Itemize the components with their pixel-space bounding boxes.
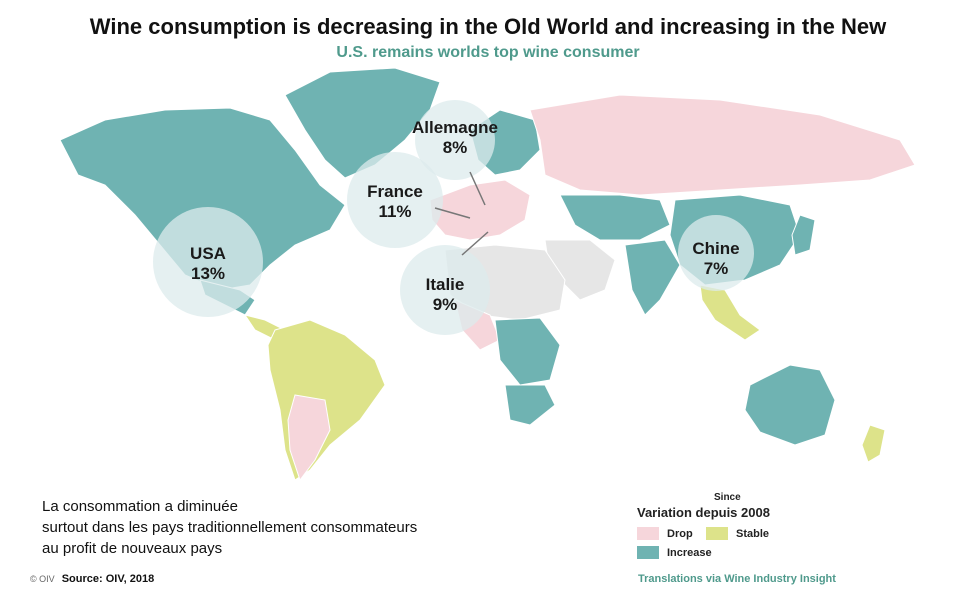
region-india bbox=[624, 239, 681, 316]
caption-line-1: La consommation a diminuée bbox=[42, 498, 238, 515]
legend-swatch-increase bbox=[637, 546, 659, 559]
bubble-country-usa: USA bbox=[190, 244, 226, 263]
region-russia bbox=[529, 94, 916, 196]
bubble-label-allemagne: Allemagne 8% bbox=[405, 118, 505, 158]
credit: Translations via Wine Industry Insight bbox=[638, 573, 836, 585]
bubble-italie bbox=[400, 245, 490, 335]
legend-item-stable: Stable bbox=[706, 527, 769, 540]
region-new-zealand bbox=[861, 424, 886, 463]
bubble-country-france: France bbox=[367, 182, 423, 201]
legend-since: Since bbox=[714, 492, 741, 503]
region-africa-south bbox=[504, 384, 556, 426]
legend-item-increase: Increase bbox=[637, 546, 712, 559]
bubble-country-italie: Italie bbox=[425, 275, 465, 294]
region-north-america bbox=[59, 107, 346, 291]
bubble-country-chine: Chine bbox=[692, 239, 740, 258]
legend-swatch-stable bbox=[706, 527, 728, 540]
copyright-mark: © OIV bbox=[30, 574, 55, 584]
legend-title: Variation depuis 2008 bbox=[637, 505, 770, 520]
leader-france bbox=[434, 207, 471, 219]
bubble-share-france: 11% bbox=[378, 202, 412, 221]
bubble-label-usa: USA 13% bbox=[178, 244, 238, 284]
region-central-asia bbox=[559, 194, 671, 241]
region-south-america bbox=[267, 319, 386, 481]
bubble-usa bbox=[153, 207, 263, 317]
caption-line-3: au profit de nouveaux pays bbox=[42, 540, 223, 557]
bubble-share-allemagne: 8% bbox=[442, 138, 468, 157]
bubble-share-chine: 7% bbox=[703, 259, 729, 278]
bubble-label-italie: Italie 9% bbox=[410, 275, 480, 315]
leader-italie bbox=[461, 231, 489, 256]
bubble-allemagne bbox=[415, 100, 495, 180]
leader-allemagne bbox=[469, 171, 486, 206]
region-southeast-asia bbox=[699, 284, 761, 341]
page-subtitle: U.S. remains worlds top wine consumer bbox=[336, 44, 640, 61]
region-japan bbox=[791, 214, 816, 256]
region-greenland bbox=[284, 67, 441, 179]
bubble-share-usa: 13% bbox=[190, 264, 226, 283]
bubble-share-italie: 9% bbox=[432, 295, 458, 314]
bubble-chine bbox=[678, 215, 754, 291]
region-africa-central bbox=[494, 317, 561, 386]
page-title: Wine consumption is decreasing in the Ol… bbox=[89, 14, 887, 39]
legend-label-stable: Stable bbox=[736, 527, 770, 540]
bubble-france bbox=[347, 152, 443, 248]
caption-line-2: surtout dans les pays traditionnellement… bbox=[42, 519, 418, 536]
source: © OIV Source: OIV, 2018 bbox=[30, 573, 154, 585]
bubble-label-chine: Chine 7% bbox=[686, 239, 746, 279]
caption: La consommation a diminuée surtout dans … bbox=[42, 496, 417, 559]
source-text: Source: OIV, 2018 bbox=[61, 573, 155, 585]
legend-item-drop: Drop bbox=[637, 527, 693, 540]
legend-swatch-drop bbox=[637, 527, 659, 540]
bubble-country-allemagne: Allemagne bbox=[412, 118, 498, 137]
legend-label-increase: Increase bbox=[667, 546, 712, 559]
legend-label-drop: Drop bbox=[667, 527, 693, 540]
region-south-america-south bbox=[287, 394, 331, 482]
region-australia bbox=[744, 364, 836, 446]
bubble-label-france: France 11% bbox=[355, 182, 435, 222]
region-europe-west bbox=[429, 179, 531, 241]
